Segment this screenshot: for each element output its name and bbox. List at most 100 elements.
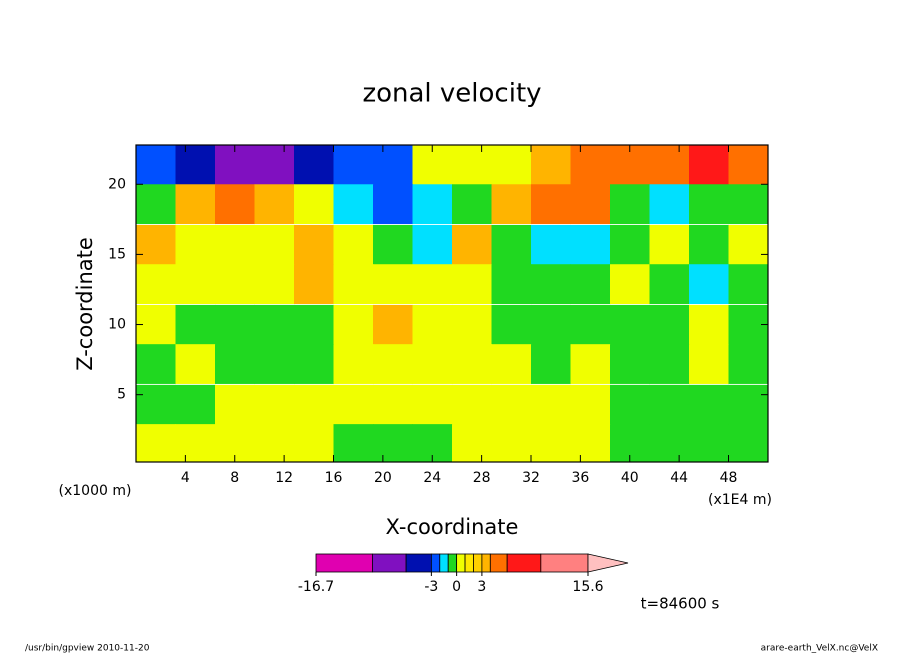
contour-cell [412,264,453,304]
contour-cell [491,344,532,384]
contour-cell [689,264,729,304]
contour-cell [570,384,611,425]
contour-cell [491,145,532,185]
contour-cell [333,344,374,384]
chart-title: zonal velocity [362,79,541,109]
contour-cell [728,424,768,462]
contour-cell [452,184,492,225]
contour-cell [728,184,768,225]
contour-cell [215,184,255,225]
contour-cell [412,224,453,265]
contour-cell [333,145,374,185]
contour-cell [412,184,453,225]
contour-cell [610,344,650,384]
contour-cell [491,304,532,345]
x-tick-label: 8 [230,470,239,486]
colorbar-segment [481,553,491,573]
x-tick-label: 4 [181,470,190,486]
contour-cell [254,184,295,225]
y-tick-label: 20 [108,176,126,192]
contour-cell [531,384,571,425]
contour-cell [649,384,690,425]
contour-cell [728,145,768,185]
contour-cell [254,384,295,425]
contour-cell [294,424,334,462]
contour-cell [333,384,374,425]
x-tick-label: 28 [473,470,491,486]
contour-cell [254,344,295,384]
x-tick-label: 36 [571,470,589,486]
contour-cell [452,145,492,185]
y-tick-label: 10 [108,317,126,333]
contour-cell [175,304,216,345]
contour-cell [136,424,176,462]
y-tick-label: 5 [117,387,126,403]
contour-cell [373,224,413,265]
contour-cell [491,264,532,304]
colorbar-segment [430,553,441,573]
contour-cell [531,424,571,462]
colorbar-segment [540,553,589,573]
time-label: t=84600 s [641,595,720,613]
contour-cell [452,264,492,304]
contour-cell [136,344,176,384]
contour-cell [728,264,768,304]
contour-cell [610,304,650,345]
y-axis-label: Z-coordinate [73,237,97,371]
contour-cell [215,384,255,425]
contour-cell [649,184,690,225]
colorbar-segment [489,553,508,573]
contour-cell [610,264,650,304]
contour-cell [254,224,295,265]
contour-cell [333,304,374,345]
contour-cell [294,184,334,225]
contour-cell [570,344,611,384]
contour-cell [452,424,492,462]
contour-cell [491,424,532,462]
contour-cell [215,264,255,304]
contour-cell [294,304,334,345]
contour-cell [215,344,255,384]
plot-frame [135,144,769,463]
contour-cell [570,424,611,462]
contour-cell [728,384,768,425]
x-tick-label: 16 [325,470,343,486]
contour-cell [254,424,295,462]
contour-cell [373,424,413,462]
contour-cell [649,304,690,345]
x-tick-label: 20 [374,470,392,486]
contour-cell [531,304,571,345]
contour-cell [689,224,729,265]
colorbar-segment [447,553,458,573]
x-axis-label: X-coordinate [386,515,519,539]
footer-right: arare-earth_VelX.nc@VelX [761,644,878,654]
contour-cell [254,304,295,345]
contour-cell [215,224,255,265]
contour-cell [610,224,650,265]
x-tick-label: 44 [670,470,688,486]
contour-cell [491,184,532,225]
contour-cell [294,224,334,265]
contour-cell [531,184,571,225]
contour-cell [136,264,176,304]
contour-cell [689,344,729,384]
colorbar-segment [506,553,542,573]
colorbar-tick-label: -3 [424,579,438,595]
x-tick-label: 48 [720,470,738,486]
contour-cell [333,424,374,462]
contour-cell [452,304,492,345]
colorbar-segment [439,553,449,573]
colorbar-tick-label: 15.6 [572,579,603,595]
x-tick-label: 32 [522,470,540,486]
x-tick-label: 12 [275,470,293,486]
y-tick-label: 15 [108,246,126,262]
contour-cell [412,384,453,425]
contour-cell [452,384,492,425]
contour-cell [610,384,650,425]
contour-cell [175,344,216,384]
contour-cell [373,304,413,345]
contour-cell [136,184,176,225]
contour-cell [689,424,729,462]
